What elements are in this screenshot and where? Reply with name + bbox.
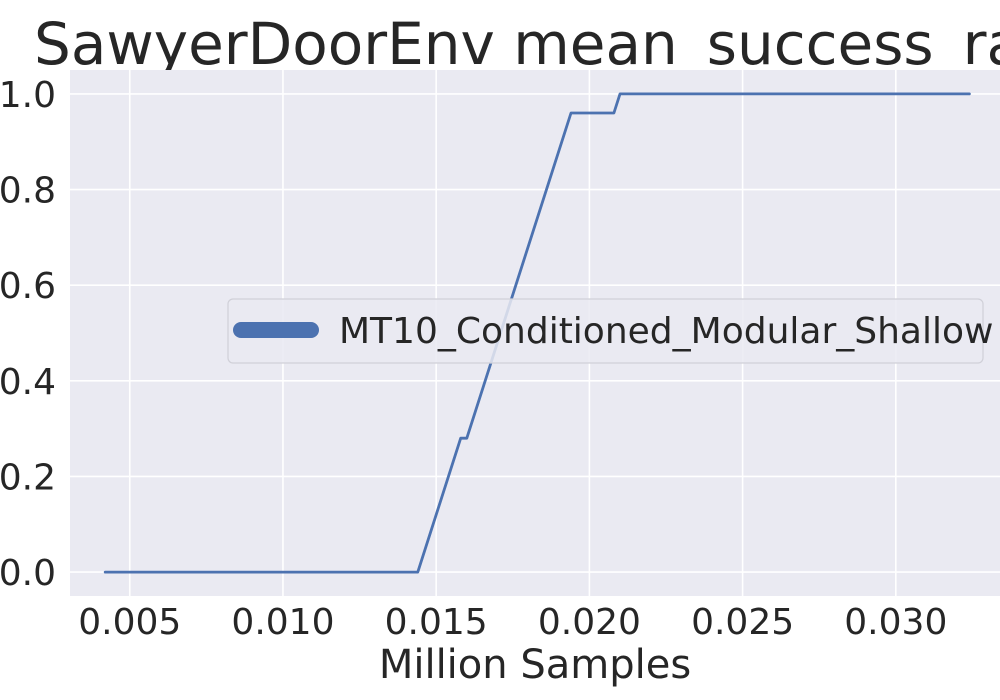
x-tick-labels: 0.005 0.010 0.015 0.020 0.025 0.030 — [78, 602, 947, 643]
y-tick-label: 0.6 — [0, 266, 56, 307]
y-tick-label: 0.4 — [0, 362, 56, 403]
y-tick-labels: 0.0 0.2 0.4 0.6 0.8 1.0 — [0, 75, 56, 594]
x-axis-label: Million Samples — [379, 642, 691, 688]
x-tick-label: 0.005 — [78, 602, 181, 643]
chart-title: SawyerDoorEnv mean_success_rate — [34, 10, 1000, 78]
legend-box — [227, 298, 984, 364]
legend-label: MT10_Conditioned_Modular_Shallow — [339, 311, 993, 352]
y-tick-label: 0.0 — [0, 553, 56, 594]
legend: MT10_Conditioned_Modular_Shallow — [227, 298, 993, 364]
y-tick-label: 0.2 — [0, 457, 56, 498]
y-tick-label: 1.0 — [0, 75, 56, 116]
x-tick-label: 0.015 — [385, 602, 488, 643]
x-tick-label: 0.025 — [691, 602, 794, 643]
series-lines — [103, 92, 971, 574]
x-tick-label: 0.030 — [844, 602, 947, 643]
grid-lines — [70, 70, 1000, 596]
x-tick-label: 0.010 — [231, 602, 334, 643]
series-line — [103, 92, 971, 574]
x-tick-label: 0.020 — [538, 602, 641, 643]
y-tick-label: 0.8 — [0, 171, 56, 212]
